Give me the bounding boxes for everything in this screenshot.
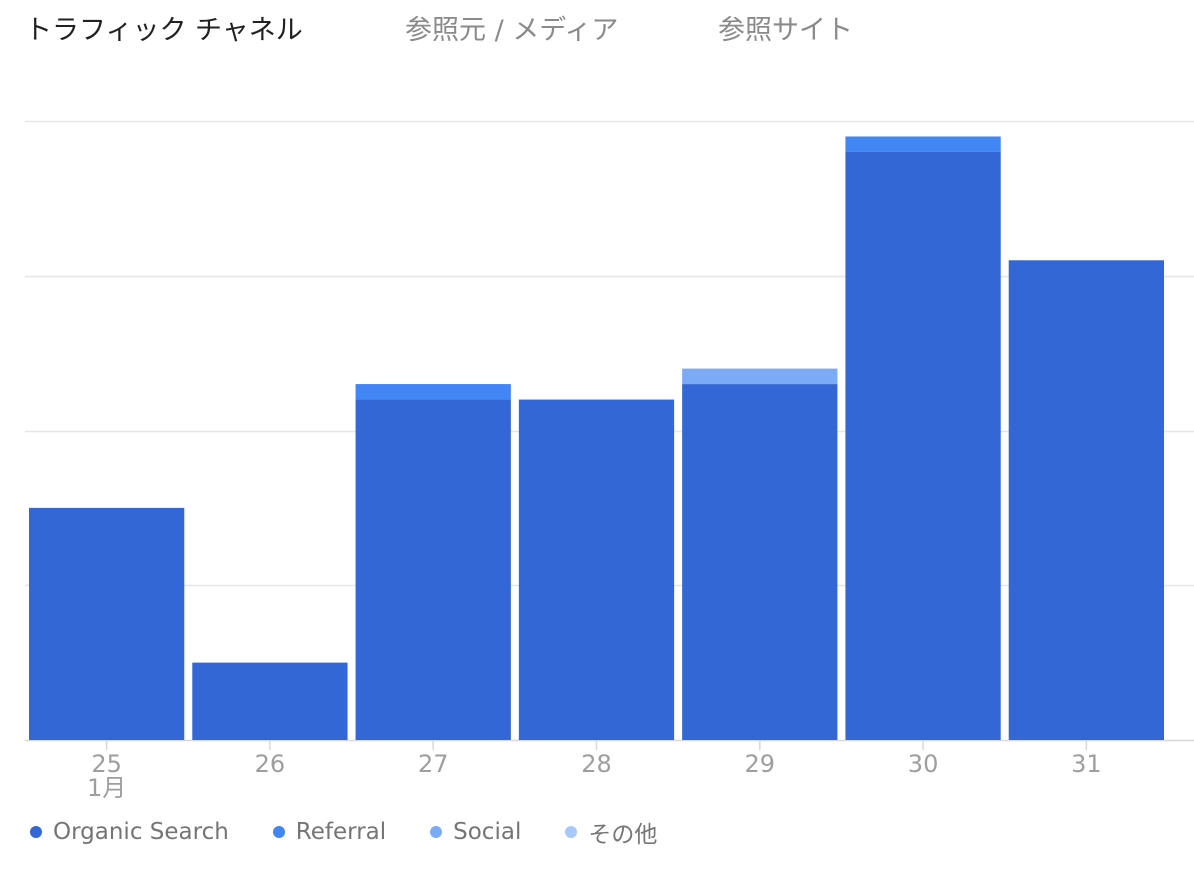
bar-segment-29-series-0[interactable]	[682, 384, 838, 740]
bar-segment-30-series-1[interactable]	[845, 136, 1001, 152]
bar-segment-26-series-0[interactable]	[192, 662, 348, 740]
tab-source-medium[interactable]: 参照元 / メディア	[405, 15, 619, 46]
legend-label-social: Social	[453, 819, 522, 845]
legend-swatch-referral	[272, 826, 285, 838]
tab-traffic-channels[interactable]: トラフィック チャネル	[25, 15, 303, 46]
legend-item-referral[interactable]: Referral	[272, 819, 387, 845]
legend-swatch-organic-search	[30, 826, 42, 838]
bar-segment-27-series-1[interactable]	[355, 384, 511, 400]
legend-item-social[interactable]: Social	[430, 819, 521, 845]
legend-label-referral: Referral	[295, 819, 387, 845]
x-tick-label: 27	[418, 750, 449, 778]
bar-segment-30-series-0[interactable]	[845, 151, 1001, 740]
bar-segment-29-series-2[interactable]	[682, 368, 838, 385]
legend-item-organic-search[interactable]: Organic Search	[30, 819, 229, 845]
legend-item-other[interactable]: その他	[565, 815, 657, 849]
legend-label-organic-search: Organic Search	[53, 819, 229, 845]
x-tick-label: 31	[1071, 750, 1102, 778]
tab-referrals[interactable]: 参照サイト	[718, 15, 853, 46]
bar-segment-31-series-0[interactable]	[1008, 260, 1164, 740]
x-tick-label: 30	[908, 750, 939, 778]
chart-legend: Organic Search Referral Social その他	[30, 815, 701, 849]
x-tick-sublabel: 1月	[87, 774, 126, 800]
tab-bar: トラフィック チャネル 参照元 / メディア 参照サイト	[0, 0, 1194, 60]
bar-segment-28-series-0[interactable]	[518, 399, 675, 740]
x-tick-label: 28	[581, 750, 612, 778]
legend-label-other: その他	[588, 822, 658, 848]
x-tick-label: 29	[745, 750, 776, 778]
legend-swatch-other	[565, 826, 578, 838]
x-tick-label: 26	[255, 750, 286, 778]
legend-swatch-social	[430, 826, 443, 838]
x-tick-label: 25	[91, 750, 122, 778]
bar-segment-27-series-0[interactable]	[355, 399, 511, 740]
bar-segment-25-series-0[interactable]	[29, 507, 185, 740]
